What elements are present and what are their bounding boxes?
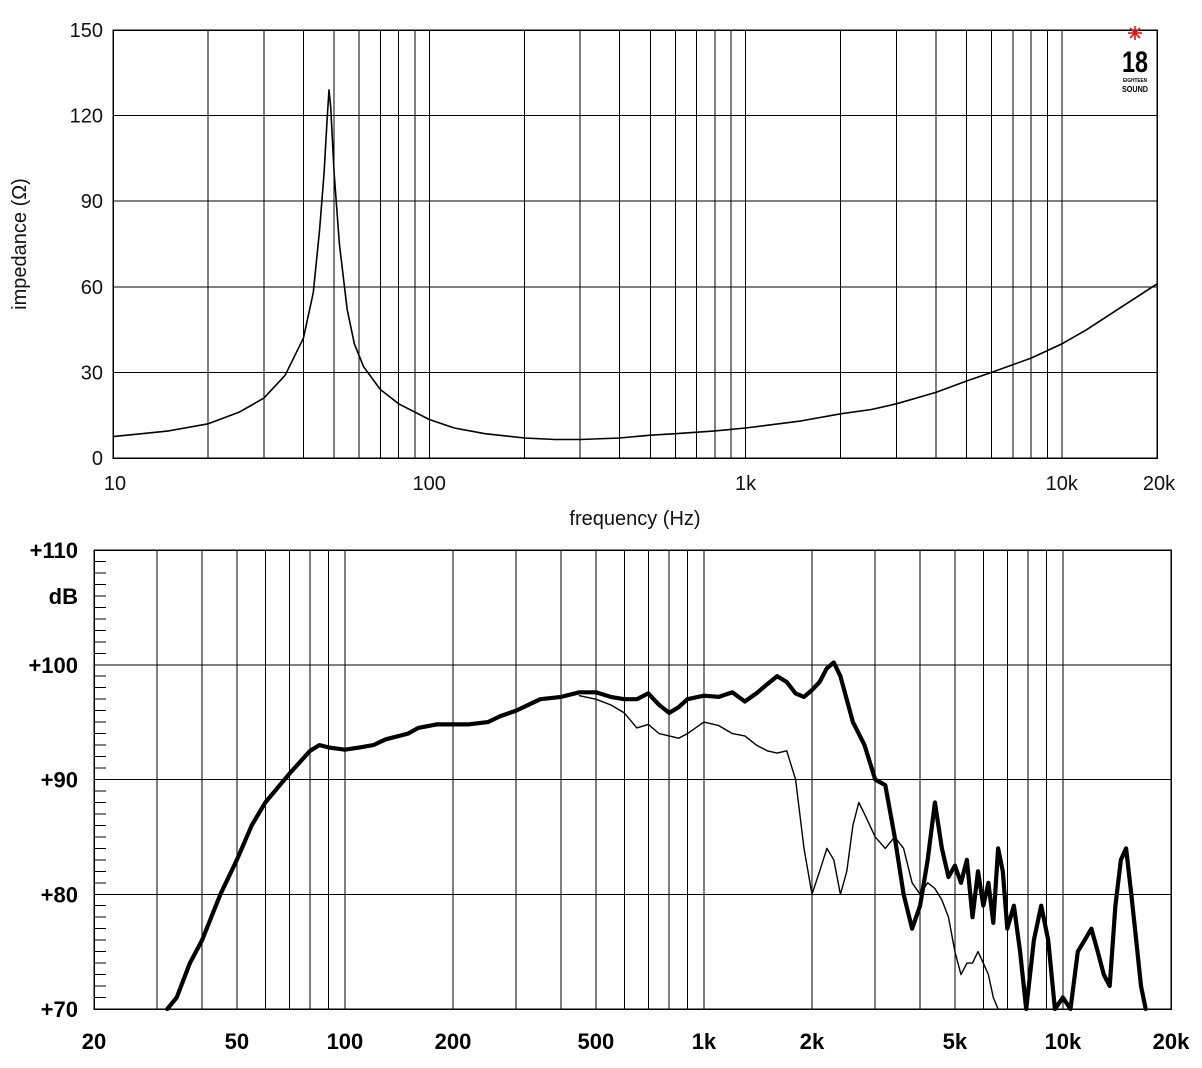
logo-number: 18 (1122, 46, 1148, 79)
impedance-y-tick-label: 0 (92, 448, 103, 470)
impedance-x-tick-label: 100 (413, 473, 446, 495)
impedance-x-tick-label: 20k (1143, 473, 1176, 495)
logo-line-1: EIGHTEEN (1123, 78, 1147, 84)
impedance-y-tick-label: 30 (81, 362, 103, 384)
frequency-response-minor-ticks (94, 560, 106, 999)
impedance-grid (113, 29, 1157, 459)
impedance-x-axis-label: frequency (Hz) (569, 508, 700, 530)
frequency-response-chart: +70 +80 +90 +100 +110 20 50 100 200 500 1k 2k 5k 10k… (28, 538, 1190, 1054)
frequency-response-y-tick-label: +100 (28, 653, 78, 678)
impedance-y-tick-label: 60 (81, 277, 103, 299)
frequency-response-curve-thin (578, 695, 999, 1010)
impedance-y-tick-label: 150 (70, 20, 103, 42)
frequency-response-x-tick-labels: 20 50 100 200 500 1k 2k 5k 10k 20k (82, 1029, 1190, 1054)
frequency-response-x-tick-label: 50 (225, 1029, 249, 1054)
frequency-response-x-tick-label: 200 (435, 1029, 472, 1054)
logo-star-icon (1128, 26, 1142, 40)
frequency-response-unit-label: dB (49, 584, 78, 609)
frequency-response-x-tick-label: 2k (800, 1029, 825, 1054)
frequency-response-y-tick-label: +80 (41, 882, 78, 907)
frequency-response-plot-frame (93, 549, 1172, 1010)
impedance-plot-frame (112, 29, 1158, 459)
logo-line-2: SOUND (1122, 85, 1148, 94)
impedance-x-tick-label: 1k (735, 473, 757, 495)
impedance-curve (112, 89, 1158, 441)
frequency-response-y-tick-label: +110 (30, 538, 78, 563)
frequency-response-grid (94, 549, 1171, 1010)
impedance-y-tick-labels: 0 30 60 90 120 150 (70, 20, 103, 470)
eighteen-sound-logo: 18 EIGHTEEN SOUND (1122, 26, 1148, 94)
frequency-response-y-tick-label: +90 (41, 768, 78, 793)
impedance-x-tick-label: 10 (104, 473, 126, 495)
impedance-y-tick-label: 90 (81, 191, 103, 213)
impedance-y-axis-label: impedance (Ω) (9, 178, 31, 310)
impedance-x-tick-label: 10k (1046, 473, 1079, 495)
frequency-response-x-tick-label: 10k (1045, 1029, 1082, 1054)
frequency-response-x-tick-label: 1k (692, 1029, 717, 1054)
impedance-x-tick-labels: 10 100 1k 10k 20k (104, 473, 1176, 495)
frequency-response-curve-thick (165, 660, 1148, 1012)
frequency-response-y-tick-labels: +70 +80 +90 +100 +110 (28, 538, 78, 1022)
impedance-series (112, 89, 1158, 441)
impedance-chart: 0 30 60 90 120 150 10 100 1k 10k 20k impedance (Ω… (9, 20, 1176, 530)
frequency-response-y-tick-label: +70 (41, 997, 78, 1022)
impedance-y-tick-label: 120 (70, 106, 103, 128)
frequency-response-series (165, 660, 1148, 1012)
frequency-response-x-tick-label: 100 (327, 1029, 364, 1054)
frequency-response-x-tick-label: 5k (943, 1029, 968, 1054)
frequency-response-x-tick-label: 20k (1153, 1029, 1190, 1054)
frequency-response-x-tick-label: 20 (82, 1029, 106, 1054)
frequency-response-x-tick-label: 500 (578, 1029, 615, 1054)
